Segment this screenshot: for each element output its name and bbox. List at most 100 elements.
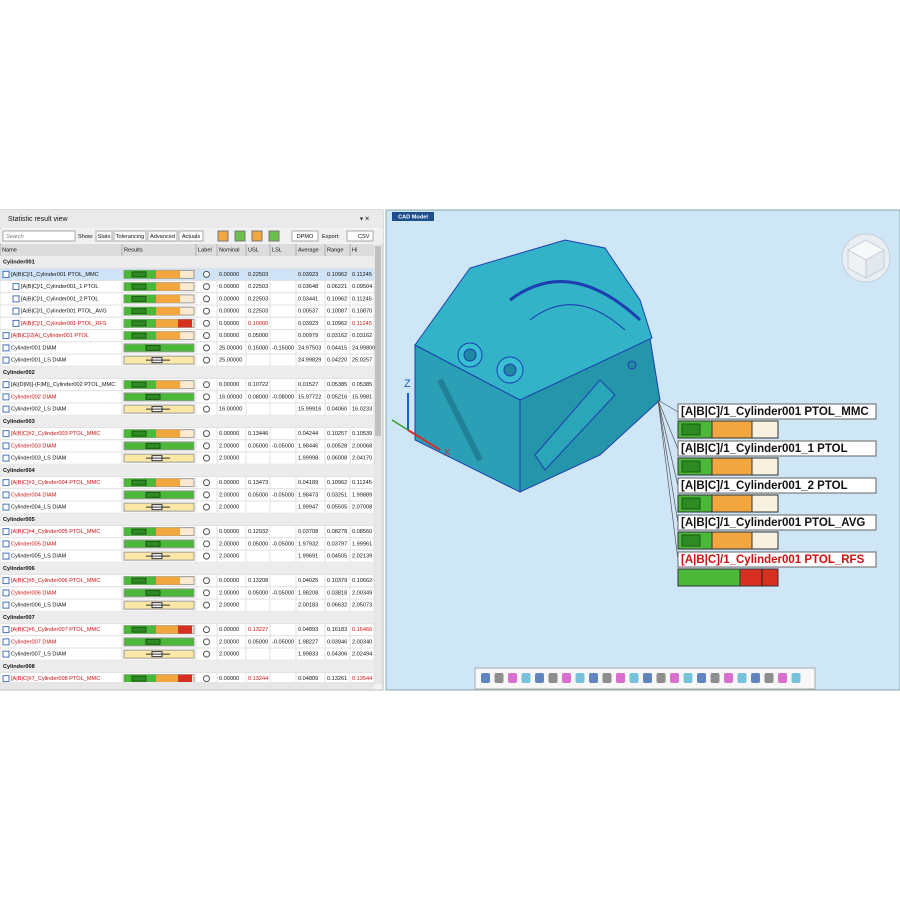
view-tool[interactable]	[616, 673, 625, 683]
row-name: [A|B|C]#3_Cylinder004 PTOL_MMC	[11, 480, 100, 486]
view-tool[interactable]	[683, 673, 693, 683]
toolbar-button[interactable]	[95, 230, 113, 242]
view-tool[interactable]	[751, 673, 760, 683]
expand-icon[interactable]	[2, 638, 10, 646]
label-toggle[interactable]	[203, 589, 210, 597]
label-toggle[interactable]	[203, 319, 210, 327]
view-tool[interactable]	[778, 673, 787, 683]
view-tool[interactable]	[562, 673, 571, 683]
label-toggle[interactable]	[203, 393, 210, 401]
expand-icon[interactable]	[2, 503, 10, 511]
toolbar-button[interactable]	[147, 230, 178, 242]
label-toggle[interactable]	[203, 344, 210, 352]
label-toggle[interactable]	[203, 552, 210, 560]
expand-icon[interactable]	[12, 319, 20, 327]
view-tool[interactable]	[548, 673, 558, 683]
expand-icon[interactable]	[2, 332, 10, 340]
label-toggle[interactable]	[203, 638, 210, 646]
view-cube[interactable]	[841, 233, 891, 283]
label-toggle[interactable]	[203, 675, 210, 683]
expand-icon[interactable]	[2, 552, 10, 560]
expand-icon[interactable]	[2, 528, 10, 536]
label-toggle[interactable]	[203, 430, 210, 438]
label-toggle[interactable]	[203, 479, 210, 487]
expand-icon[interactable]	[2, 479, 10, 487]
cad-tab[interactable]	[392, 212, 434, 221]
view-tool[interactable]	[670, 673, 679, 683]
label-toggle[interactable]	[203, 528, 210, 536]
panel-menu[interactable]: ▾ ✕	[360, 217, 370, 223]
toolbar-button[interactable]	[178, 230, 204, 242]
expand-icon[interactable]	[2, 601, 10, 609]
expand-icon[interactable]	[2, 270, 10, 278]
label-toggle[interactable]	[203, 442, 210, 450]
expand-icon[interactable]	[2, 577, 10, 585]
view-tool[interactable]	[697, 673, 706, 683]
label-toggle[interactable]	[203, 307, 210, 315]
result-box	[145, 638, 161, 645]
h-scrollbar[interactable]	[0, 682, 374, 689]
view-tool[interactable]	[629, 673, 639, 683]
expand-icon[interactable]	[2, 356, 10, 364]
view-tool[interactable]	[508, 673, 517, 683]
expand-icon[interactable]	[2, 381, 10, 389]
toolbar-button[interactable]	[113, 230, 147, 242]
toolbar-icon[interactable]	[217, 230, 229, 242]
scroll-thumb[interactable]	[375, 246, 381, 436]
label-toggle[interactable]	[203, 503, 210, 511]
expand-icon[interactable]	[2, 540, 10, 548]
expand-icon[interactable]	[2, 626, 10, 634]
search-box[interactable]	[2, 230, 76, 242]
expand-icon[interactable]	[12, 307, 20, 315]
expand-icon[interactable]	[2, 675, 10, 683]
column-header: Range	[327, 247, 343, 253]
label-toggle[interactable]	[203, 454, 210, 462]
expand-icon[interactable]	[2, 405, 10, 413]
view-tool[interactable]	[575, 673, 585, 683]
label-toggle[interactable]	[203, 601, 210, 609]
cell-value: 24.99829	[298, 358, 321, 364]
toolbar-icon[interactable]	[251, 230, 263, 242]
label-toggle[interactable]	[203, 381, 210, 389]
view-tool[interactable]	[737, 673, 747, 683]
expand-icon[interactable]	[2, 491, 10, 499]
result-orange	[156, 294, 180, 303]
view-tool[interactable]	[643, 673, 652, 683]
label-toggle[interactable]	[203, 577, 210, 585]
expand-icon[interactable]	[12, 295, 20, 303]
expand-icon[interactable]	[2, 589, 10, 597]
expand-icon[interactable]	[2, 650, 10, 658]
view-tool[interactable]	[589, 673, 598, 683]
label-toggle[interactable]	[203, 270, 210, 278]
view-tool[interactable]	[791, 673, 801, 683]
view-tool[interactable]	[494, 673, 504, 683]
label-toggle[interactable]	[203, 491, 210, 499]
label-toggle[interactable]	[203, 650, 210, 658]
toolbar-button[interactable]	[291, 230, 319, 242]
toolbar-icon[interactable]	[268, 230, 280, 242]
toolbar-icon[interactable]	[234, 230, 246, 242]
expand-icon[interactable]	[2, 430, 10, 438]
expand-icon[interactable]	[12, 283, 20, 291]
label-toggle[interactable]	[203, 626, 210, 634]
view-tool[interactable]	[656, 673, 666, 683]
label-toggle[interactable]	[203, 540, 210, 548]
view-tool[interactable]	[710, 673, 720, 683]
view-tool[interactable]	[724, 673, 733, 683]
view-tool[interactable]	[481, 673, 490, 683]
expand-icon[interactable]	[2, 393, 10, 401]
label-toggle[interactable]	[203, 283, 210, 291]
expand-icon[interactable]	[2, 442, 10, 450]
label-toggle[interactable]	[203, 405, 210, 413]
label-toggle[interactable]	[203, 356, 210, 364]
expand-icon[interactable]	[2, 454, 10, 462]
view-tool[interactable]	[535, 673, 544, 683]
view-tool[interactable]	[602, 673, 612, 683]
toolbar-button[interactable]	[346, 230, 374, 242]
expand-icon[interactable]	[2, 344, 10, 352]
view-tool[interactable]	[764, 673, 774, 683]
label-toggle[interactable]	[203, 295, 210, 303]
label-toggle[interactable]	[203, 332, 210, 340]
scrollbar[interactable]	[374, 244, 382, 684]
view-tool[interactable]	[521, 673, 531, 683]
